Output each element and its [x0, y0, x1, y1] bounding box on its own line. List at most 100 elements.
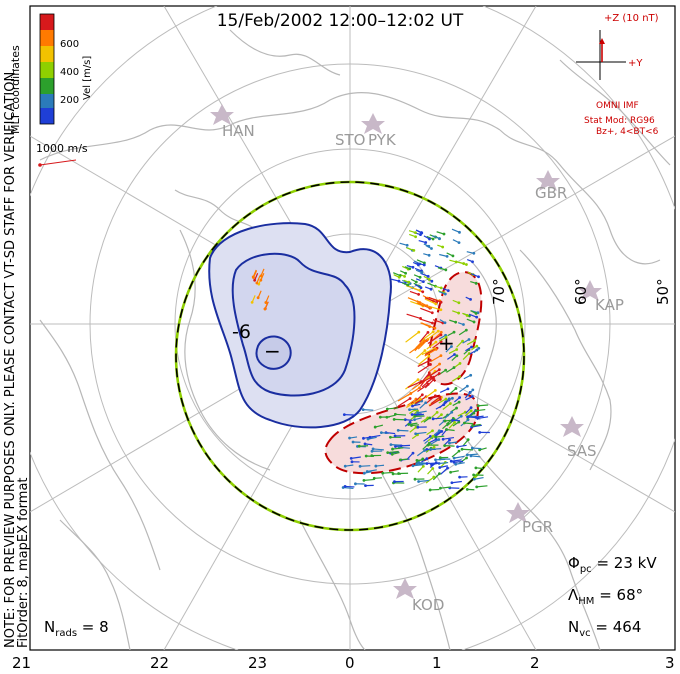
velocity-vector [360, 465, 371, 467]
velocity-vector-origin [420, 271, 424, 274]
velocity-vector-origin [432, 375, 435, 379]
coordinate-system-label: MLT coordinates [9, 45, 22, 134]
velocity-vector-origin [439, 330, 443, 334]
velocity-vector-origin [370, 449, 374, 453]
velocity-vector [439, 401, 446, 409]
velocity-vector-origin [454, 387, 458, 390]
velocity-vector [363, 436, 374, 439]
velocity-vector-origin [471, 424, 475, 427]
velocity-vector-origin [459, 414, 463, 418]
velocity-vector [395, 413, 407, 416]
velocity-vector [470, 455, 481, 458]
velocity-scale: 1000 m/s [36, 142, 88, 167]
velocity-vector-origin [453, 421, 456, 424]
velocity-vector-origin [433, 388, 437, 392]
velocity-vector [472, 447, 482, 450]
velocity-vector [351, 456, 361, 459]
velocity-vector-origin [389, 443, 393, 447]
radar-labels: HAN STO PYK GBR KAP SAS PGR KOD [222, 122, 624, 614]
velocity-vector-origin [458, 396, 462, 399]
negative-cell-symbol: − [264, 339, 281, 363]
velocity-vector [448, 348, 457, 354]
verification-note: NOTE: FOR PREVIEW PURPOSES ONLY. PLEASE … [3, 68, 18, 648]
velocity-vector-origin [419, 380, 423, 383]
velocity-vector [458, 329, 467, 336]
velocity-vector-origin [432, 475, 436, 479]
velocity-vector-origin [426, 330, 430, 334]
velocity-vector-origin [365, 470, 369, 473]
velocity-vector-origin [397, 472, 401, 475]
velocity-vector [405, 284, 421, 291]
velocity-vector-origin [443, 419, 447, 423]
velocity-vector [373, 448, 384, 451]
velocity-vector-origin [421, 290, 425, 294]
velocity-vector [407, 380, 422, 388]
velocity-vector [453, 460, 464, 463]
velocity-vector-origin [452, 460, 456, 464]
velocity-vector [419, 318, 433, 324]
velocity-vector-origin [430, 279, 434, 283]
velocity-vector-origin [466, 415, 469, 419]
velocity-vector-origin [462, 323, 465, 326]
velocity-vector-origin [475, 315, 479, 319]
velocity-vector [477, 416, 489, 420]
mlt-tick: 2 [530, 654, 540, 672]
velocity-vector-origin [428, 416, 432, 420]
latitude-label: 50° [654, 278, 672, 305]
velocity-vector-origin [417, 293, 421, 296]
mlt-tick: 1 [432, 654, 442, 672]
velocity-vector-origin [385, 407, 389, 411]
velocity-vector-origin [427, 371, 431, 375]
velocity-vector [405, 331, 420, 343]
velocity-vector-origin [437, 368, 441, 372]
velocity-vector [478, 404, 489, 407]
velocity-vector-origin [476, 404, 480, 408]
stat-model: Stat Mod: RG96 [584, 116, 655, 126]
velocity-vector-origin [478, 431, 482, 434]
velocity-vector [462, 448, 474, 451]
velocity-vector-origin [465, 456, 468, 460]
velocity-vector-origin [454, 260, 458, 264]
velocity-vector-origin [420, 231, 423, 234]
velocity-vector-origin [449, 402, 452, 405]
velocity-vector [398, 429, 409, 432]
velocity-vector-origin [418, 397, 422, 401]
velocity-vector-origin [361, 408, 365, 412]
velocity-vector [408, 422, 418, 426]
radar-count: Nrads = 8 [44, 618, 109, 639]
velocity-vector-origin [440, 413, 443, 416]
colorbar-label: Vel [m/s] [82, 56, 93, 100]
velocity-vector-origin [411, 265, 415, 269]
velocity-vector-origin [477, 346, 481, 350]
velocity-vector-origin [439, 286, 443, 290]
velocity-vector-origin [416, 425, 420, 429]
velocity-vector-origin [445, 254, 449, 258]
velocity-vector-origin [370, 454, 374, 458]
velocity-vector-origin [263, 307, 267, 311]
velocity-vector-origin [457, 241, 461, 245]
velocity-vector-origin [378, 415, 382, 419]
velocity-vector [424, 348, 437, 357]
velocity-vector-origin [465, 314, 469, 317]
velocity-vector [429, 398, 441, 407]
mlt-tick: 3 [665, 654, 675, 672]
imf-condition: Bz+, 4<BT<6 [596, 127, 659, 137]
velocity-vector-origin [470, 446, 474, 450]
velocity-vector-origin [456, 445, 459, 449]
velocity-vector-origin [469, 409, 473, 413]
velocity-vector-origin [452, 366, 456, 369]
velocity-vector-origin [434, 458, 437, 462]
radar-label: HAN [222, 122, 255, 140]
velocity-vector-origin [426, 443, 430, 447]
velocity-vector-origin [418, 275, 422, 279]
velocity-vector-origin [362, 471, 366, 475]
velocity-vector-origin [458, 362, 462, 365]
velocity-vector-origin [439, 308, 443, 312]
velocity-vector-origin [410, 413, 414, 416]
velocity-vector-origin [466, 438, 470, 442]
velocity-vector-origin [438, 456, 442, 459]
velocity-vector-origin [455, 354, 459, 358]
velocity-vector-origin [450, 481, 454, 485]
velocity-vector-origin [433, 394, 437, 398]
velocity-vector-origin [366, 437, 370, 441]
